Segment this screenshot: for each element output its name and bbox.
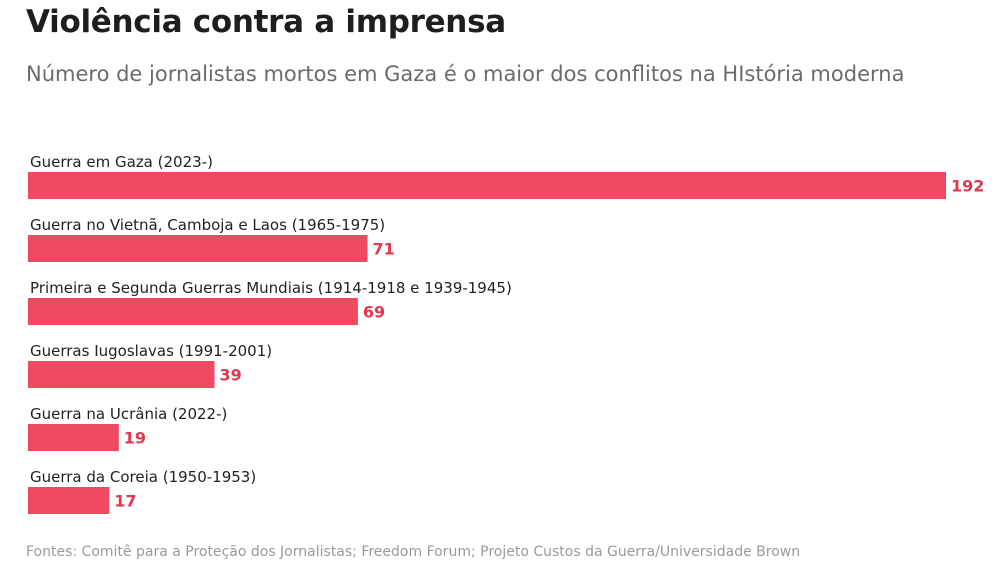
value-label: 39: [220, 366, 242, 385]
bar: [28, 487, 110, 514]
bar: [28, 424, 119, 451]
value-label: 17: [114, 492, 136, 511]
value-label: 192: [951, 177, 984, 196]
bar: [28, 361, 215, 388]
category-label: Guerras Iugoslavas (1991-2001): [30, 342, 272, 360]
category-label: Guerra na Ucrânia (2022-): [30, 405, 227, 423]
bar: [28, 298, 358, 325]
source-note: Fontes: Comitê para a Proteção dos Jorna…: [26, 544, 801, 560]
value-label: 69: [363, 303, 385, 322]
chart-title: Violência contra a imprensa: [26, 4, 506, 40]
category-label: Primeira e Segunda Guerras Mundiais (191…: [30, 279, 512, 297]
bar: [28, 172, 946, 199]
category-label: Guerra no Vietnã, Camboja e Laos (1965-1…: [30, 216, 385, 234]
category-label: Guerra em Gaza (2023-): [30, 153, 213, 171]
category-label: Guerra da Coreia (1950-1953): [30, 468, 256, 486]
value-label: 19: [124, 429, 146, 448]
chart-subtitle: Número de jornalistas mortos em Gaza é o…: [26, 62, 905, 86]
bar: [28, 235, 368, 262]
value-label: 71: [373, 240, 395, 259]
